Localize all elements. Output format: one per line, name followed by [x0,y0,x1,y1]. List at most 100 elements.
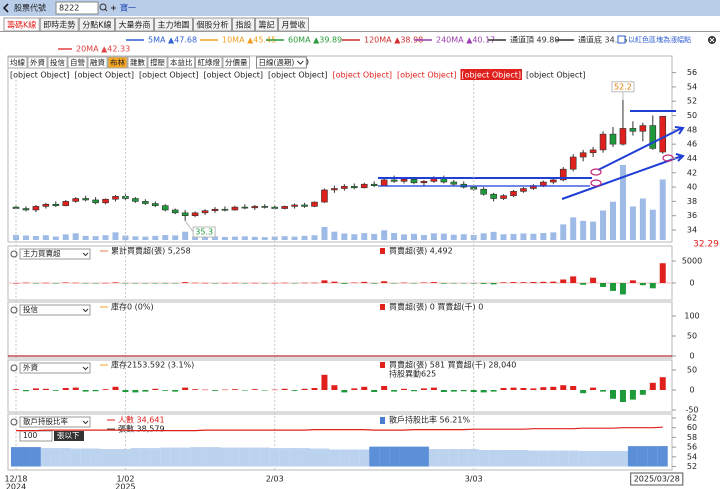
ma-legend: 5MA ▲47.68 [148,36,197,45]
indicator-tab[interactable] [195,56,223,69]
ratio-bar [239,447,250,467]
net-bar [371,390,378,392]
indicator-tab[interactable] [167,56,195,69]
net-bar [480,283,487,284]
panel-select[interactable] [19,362,91,374]
net-bar [510,387,517,390]
candle-body [171,209,179,214]
indicator-tab[interactable] [47,56,68,69]
panel-select[interactable] [19,304,91,316]
indicator-tab[interactable] [87,56,108,69]
panel-settings[interactable] [10,418,18,426]
volume-bar [172,235,179,240]
candle-body [569,156,577,170]
back-button[interactable] [2,3,9,13]
net-bar [550,281,557,283]
net-bar [570,386,577,390]
panel-legend: 買賣超(張) 581 買賣超(千) 28,040 [389,360,516,370]
net-bar [212,283,218,284]
candle-body [649,125,657,149]
candle-body [22,208,30,211]
net-bar [440,390,447,392]
tab-label: 籌記 [259,20,275,30]
candle-body [420,181,428,184]
candle-body [579,152,587,158]
indicator-tab[interactable] [67,56,88,69]
net-bar [112,282,119,283]
candle-body [589,149,597,154]
net-bar [371,283,378,284]
ratio-bar [588,450,599,467]
volume-bar [212,236,218,240]
candle-body [261,206,269,208]
tab-label: 個股分析 [197,20,229,30]
net-bar [32,283,39,284]
net-bar [450,283,457,284]
lot-label: 100 [23,431,38,440]
add-icon[interactable] [111,5,116,11]
net-bar [600,390,607,392]
net-bar [450,390,457,392]
indicator-tab[interactable] [107,56,128,69]
net-bar [271,389,278,391]
panel-legend: 持股異動625 [389,369,436,379]
net-bar [42,282,49,284]
panel-select[interactable] [19,416,91,428]
indicator-tab-label: 雜數 [130,57,145,67]
volume-bar [391,232,398,240]
note-checkbox[interactable] [617,35,626,44]
candle-body [42,203,50,207]
panel-settings[interactable] [10,250,18,258]
volume-bar [202,236,209,240]
volume-bar [62,234,69,240]
volume-bar [570,217,577,240]
candle-body [62,201,70,206]
candle-body [161,205,169,211]
volume-bar [600,210,607,240]
net-bar [291,390,298,391]
candle-body [221,208,229,211]
volume-bar [52,236,59,240]
indicator-tab[interactable] [222,56,250,69]
ratio-bar [538,450,549,467]
legend-square [380,362,385,368]
indicator-tab[interactable] [7,56,28,69]
ratio-bar [369,446,380,467]
candle-body [102,198,109,204]
net-bar [560,385,567,390]
net-bar [172,283,179,284]
volume-bar [590,221,597,240]
ratio-bar [518,450,529,467]
stock-code-input[interactable] [55,1,99,15]
ratio-bar [528,450,539,467]
ratio-bar [289,448,300,467]
search-icon[interactable] [99,3,107,11]
panel-settings[interactable] [10,364,18,372]
net-bar [212,390,218,391]
ratio-bar [200,447,211,467]
net-bar [430,387,437,390]
net-bar [182,282,189,283]
indicator-tab[interactable] [27,56,48,69]
volume-bar [371,233,378,240]
net-bar [13,283,19,284]
indicator-tab[interactable] [147,56,168,69]
dropdown-arrow [82,252,89,257]
main-force-frame [7,245,673,301]
unit-button[interactable] [54,431,84,441]
net-bar [649,283,656,289]
panel-settings[interactable] [10,306,18,314]
ratio-bar [20,447,31,467]
ratio-bar [617,450,628,467]
candle-body [559,168,567,181]
date-box [630,472,684,486]
period-select[interactable] [256,56,307,69]
x-axis-year: 2024 [6,483,26,489]
net-bar [142,390,149,392]
indicator-tab[interactable] [127,56,148,69]
volume-bar [231,236,238,240]
candle-body [370,183,378,186]
net-bar [271,282,278,284]
panel-select[interactable] [19,248,91,260]
y-tick-label: 50 [687,366,697,375]
